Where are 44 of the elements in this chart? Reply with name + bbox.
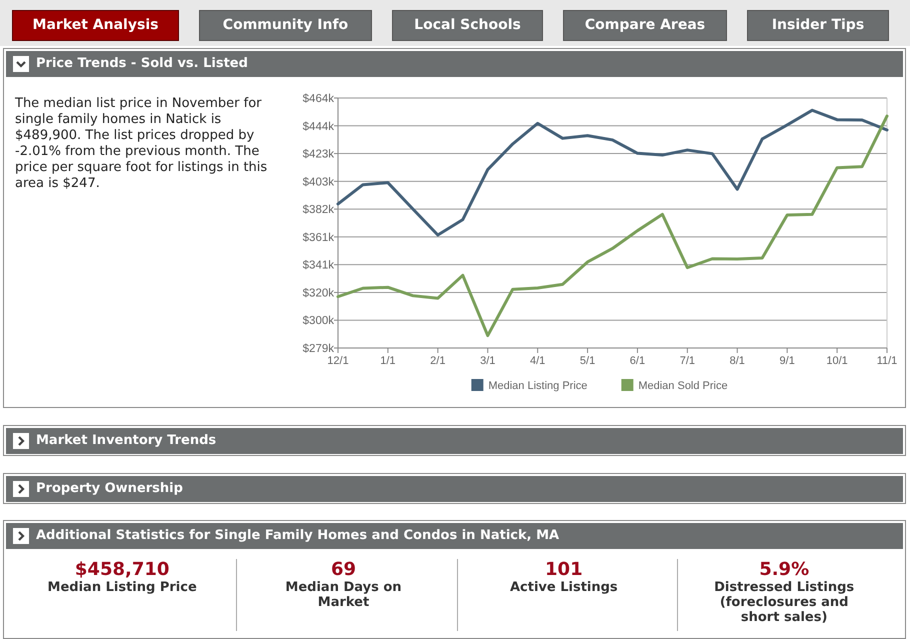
text: Additional Statistics for Single Family Homes and Condos in Natick, MA [36,528,560,543]
text: Market Analysis [12,10,179,41]
x-tick-label: 3/1 [480,355,496,367]
x-tick-label: 2/1 [430,355,446,367]
text: 5.9% [758,559,810,580]
text: Insider Tips [747,10,889,41]
x-tick-label: 8/1 [730,355,745,367]
y-tick-label: $320k [302,287,334,300]
text: Median Listing Price [46,580,198,595]
x-tick-label: 6/1 [630,355,646,367]
text: Market Inventory Trends [36,433,216,448]
y-tick-label: $279k [302,343,334,356]
text: Distressed Listings (foreclosures and short sales) [713,580,856,625]
x-tick-label: 4/1 [530,355,546,367]
y-tick-label: $382k [302,204,334,216]
x-tick-label: 1/1 [380,355,396,367]
y-tick-label: $300k [302,315,334,328]
y-tick-label: $423k [302,148,334,161]
x-tick-label: 5/1 [580,355,596,367]
x-tick-label: 12/1 [327,355,349,367]
text: The median list price in November for single family homes in Natick is $489,900. The list prices dropped by -2.01% from the previous month. The price per square foot for listings in this area is $247. [15,96,268,192]
y-tick-label: $464k [302,93,334,106]
x-tick-label: 9/1 [780,355,795,367]
y-tick-label: $444k [302,120,334,133]
x-tick-label: 10/1 [826,355,848,367]
y-tick-label: $361k [302,232,334,244]
text: Median Days on Market [284,580,403,610]
text: Price Trends - Sold vs. Listed [36,56,248,71]
line-series [336,108,888,236]
text: Community Info [199,10,372,41]
x-tick-label: 11/1 [876,355,898,367]
text: Property Ownership [36,481,183,496]
text: Compare Areas [563,10,727,41]
y-tick-label: $341k [302,260,334,272]
y-tick-label: $403k [302,176,334,188]
x-tick-label: 7/1 [680,355,696,367]
text: 69 [330,559,358,580]
text: Active Listings [508,580,619,595]
legend-label: Median Listing Price [488,380,588,392]
text: 101 [544,559,584,580]
line-series [336,114,888,338]
text: $458,710 [74,559,170,580]
legend-label: Median Sold Price [638,380,728,392]
text: Local Schools [392,10,543,41]
